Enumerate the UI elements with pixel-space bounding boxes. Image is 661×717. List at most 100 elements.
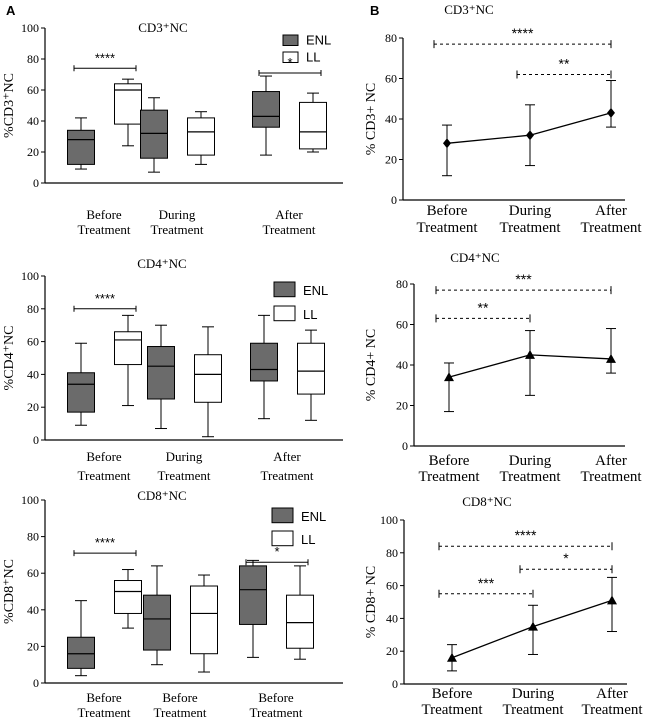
y-tick-label: 0 [391, 193, 397, 207]
x-label-line2: Treatment [580, 220, 642, 236]
box-iqr [190, 585, 218, 655]
significance-label: **** [95, 291, 115, 306]
data-point [606, 353, 616, 363]
x-label-line1: After [275, 207, 303, 222]
box-ll-group-0 [114, 314, 142, 407]
y-tick-label: 60 [396, 318, 408, 332]
legend-swatch-enl [282, 34, 299, 46]
y-tick-label: 20 [27, 400, 39, 414]
x-label-line2: Treatment [418, 469, 480, 485]
y-tick-label: 40 [385, 112, 397, 126]
x-label-line2: Treatment [416, 220, 478, 236]
data-point [525, 349, 535, 359]
legend-label-ll: LL [301, 532, 315, 547]
y-tick-label: 80 [385, 31, 397, 45]
x-label-line1: After [596, 686, 628, 702]
y-axis-label: %CD8⁺NC [2, 559, 17, 624]
chart-title: CD4⁺NC [450, 250, 499, 265]
x-label-line1: During [509, 453, 552, 469]
x-label-line2: Treatment [261, 468, 314, 483]
panel-label-b: B [370, 3, 379, 18]
box-iqr [250, 342, 278, 382]
legend-label-enl: ENL [303, 283, 328, 298]
x-label-line1: Before [86, 207, 122, 222]
box-iqr [114, 331, 142, 366]
y-tick-label: 60 [27, 566, 39, 580]
box-iqr [147, 346, 175, 400]
chart-title: CD4⁺NC [137, 256, 186, 271]
box-enl-group-1 [147, 324, 175, 430]
box-iqr [239, 565, 267, 625]
x-label-line2: Treatment [151, 222, 204, 237]
y-tick-label: 0 [33, 676, 39, 690]
x-label-line2: Treatment [78, 468, 131, 483]
legend-label-enl: ENL [301, 509, 326, 524]
box-iqr [297, 342, 325, 395]
box-ll-group-2 [299, 92, 327, 153]
significance-label: *** [478, 575, 495, 591]
box-ll-group-2 [297, 329, 325, 421]
x-label-line1: During [509, 203, 552, 219]
x-label-line1: Before [432, 686, 473, 702]
y-tick-label: 100 [380, 513, 398, 527]
box-enl-group-0 [67, 342, 95, 426]
y-tick-label: 20 [386, 644, 398, 658]
y-tick-label: 40 [27, 367, 39, 381]
y-tick-label: 80 [27, 530, 39, 544]
box-enl-group-2 [239, 559, 267, 658]
box-iqr [194, 354, 222, 403]
y-tick-label: 0 [33, 433, 39, 447]
x-label-line2: Treatment [499, 469, 561, 485]
box-iqr [140, 109, 168, 159]
significance-label: * [563, 550, 569, 566]
box-enl-group-2 [250, 314, 278, 420]
data-point [607, 595, 617, 605]
y-tick-label: 60 [386, 579, 398, 593]
y-tick-label: 100 [21, 493, 39, 507]
x-label-line2: Treatment [502, 702, 564, 717]
data-point [528, 621, 538, 631]
x-label-line2: Treatment [250, 705, 303, 717]
significance-label: **** [512, 25, 534, 41]
y-tick-label: 20 [396, 399, 408, 413]
boxplot-chart-CD8⁺NC: 020406080100%CD8⁺NCCD8⁺NCENLLLBeforeTrea… [2, 488, 343, 717]
box-ll-group-0 [114, 569, 142, 629]
x-label-line1: After [273, 449, 301, 464]
box-ll-group-0 [114, 78, 142, 147]
chart-title: CD3⁺NC [138, 20, 187, 35]
y-axis-label: %CD3⁺NC [2, 73, 17, 138]
x-label-line1: Before [258, 690, 294, 705]
box-iqr [143, 594, 171, 651]
y-tick-label: 40 [396, 358, 408, 372]
x-label-line2: Treatment [421, 702, 483, 717]
significance-label: *** [515, 271, 532, 287]
x-label-line2: Treatment [78, 705, 131, 717]
x-label-line2: Treatment [580, 469, 642, 485]
y-tick-label: 60 [27, 83, 39, 97]
box-enl-group-0 [67, 600, 95, 677]
x-label-line1: Before [86, 690, 122, 705]
box-ll-group-1 [187, 111, 215, 165]
y-tick-label: 100 [21, 269, 39, 283]
box-enl-group-1 [140, 97, 168, 173]
significance-label: * [274, 544, 279, 559]
x-label-line2: Treatment [78, 222, 131, 237]
x-label-line1: Before [429, 453, 470, 469]
boxplot-chart-CD4⁺NC: 0 20 40 60 80 100 %CD4⁺NC CD4⁺NC ENL LL Before Trea… [2, 256, 343, 483]
significance-label: ** [559, 55, 570, 71]
x-label-line1: Before [427, 203, 468, 219]
y-axis-label: % CD3+ NC [364, 83, 379, 155]
y-tick-label: 40 [27, 114, 39, 128]
x-label-line1: Before [162, 690, 198, 705]
x-label-line2: Treatment [499, 220, 561, 236]
significance-label: **** [95, 50, 115, 65]
panel-label-a: A [6, 3, 16, 18]
y-tick-label: 60 [27, 335, 39, 349]
legend-swatch-ll [271, 530, 294, 547]
y-tick-label: 100 [21, 21, 39, 35]
y-tick-label: 80 [27, 302, 39, 316]
box-iqr [252, 91, 280, 128]
